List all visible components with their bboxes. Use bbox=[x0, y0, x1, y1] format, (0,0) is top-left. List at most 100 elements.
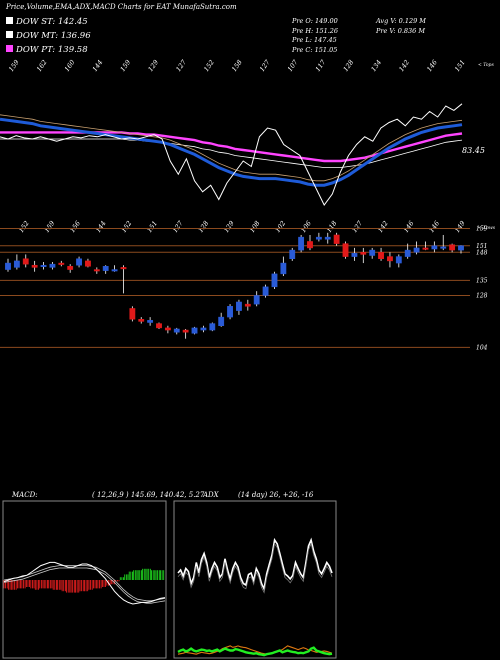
candle-body-37 bbox=[333, 234, 340, 244]
candle-body-9 bbox=[85, 260, 91, 267]
series-line-ema-fast-edge bbox=[0, 114, 463, 182]
candle-body-1 bbox=[13, 260, 20, 268]
ema-top-label-10: 107 bbox=[286, 58, 300, 73]
legend-swatch-pt bbox=[6, 45, 13, 52]
ema-top-label-3: 144 bbox=[91, 58, 105, 73]
price-top-label-7: 128 bbox=[197, 219, 211, 234]
series-line-di-plus bbox=[177, 646, 333, 657]
macd-body bbox=[3, 561, 166, 605]
price-top-label-3: 144 bbox=[94, 219, 108, 234]
series-line-ema-fast bbox=[0, 117, 463, 187]
candle-body-34 bbox=[307, 241, 313, 249]
y-tick-label-0: 159 bbox=[476, 225, 488, 232]
macd-title: MACD: bbox=[11, 491, 38, 499]
macd-frame bbox=[2, 500, 167, 659]
candle-body-39 bbox=[351, 253, 358, 257]
candle-body-30 bbox=[271, 273, 278, 288]
price-top-label-4: 152 bbox=[120, 219, 134, 234]
price-top-label-1: 159 bbox=[43, 219, 57, 234]
y-tick-label-2: 148 bbox=[476, 249, 488, 256]
candle-body-47 bbox=[422, 247, 429, 250]
candle-body-40 bbox=[360, 252, 367, 255]
ema-top-label-2: 160 bbox=[63, 58, 77, 73]
candle-body-10 bbox=[93, 269, 100, 272]
y-tick-label-5: 104 bbox=[476, 344, 488, 351]
ema-value-label: 83.45 bbox=[462, 146, 485, 155]
price-top-label-12: 118 bbox=[325, 219, 339, 234]
candle-body-42 bbox=[378, 252, 384, 259]
candle-body-11 bbox=[102, 266, 109, 271]
candle-body-12 bbox=[111, 269, 118, 272]
candle-body-28 bbox=[253, 295, 260, 305]
ema-top-label-0: 159 bbox=[7, 58, 21, 73]
price-top-label-17: 149 bbox=[453, 219, 467, 234]
candle-body-17 bbox=[156, 323, 162, 329]
ohlc-block: Pre O: 149.00 Pre H: 151.26 Pre L: 147.4… bbox=[291, 17, 426, 54]
candle-body-19 bbox=[173, 328, 180, 333]
price-top-label-9: 108 bbox=[248, 219, 262, 234]
ohlc-close: Pre C: 151.05 bbox=[291, 46, 337, 54]
ohlc-high: Pre H: 151.26 bbox=[291, 27, 338, 35]
price-top-label-6: 127 bbox=[171, 219, 185, 234]
candle-body-51 bbox=[458, 245, 464, 251]
price-top-label-13: 127 bbox=[350, 219, 364, 234]
lows-label: < Lows bbox=[478, 225, 496, 231]
y-tick-label-3: 135 bbox=[476, 277, 488, 284]
legend: DOW ST: 142.45 DOW MT: 136.96 DOW PT: 13… bbox=[6, 17, 91, 55]
candle-body-49 bbox=[440, 246, 447, 249]
candle-body-26 bbox=[236, 301, 242, 311]
price-top-label-10: 102 bbox=[274, 219, 288, 234]
candle-body-48 bbox=[431, 245, 438, 250]
ema-lines bbox=[0, 103, 463, 206]
series-line-adx bbox=[177, 537, 333, 592]
price-top-label-16: 146 bbox=[427, 219, 441, 234]
candle-body-3 bbox=[31, 264, 38, 268]
candle-body-23 bbox=[209, 323, 216, 331]
candle-body-43 bbox=[387, 256, 393, 262]
candle-body-5 bbox=[49, 263, 56, 268]
candle-body-16 bbox=[147, 320, 154, 323]
candle-body-7 bbox=[67, 266, 74, 270]
price-top-label-8: 129 bbox=[222, 219, 236, 234]
macd-params: ( 12,26,9 ) 145.69, 140.42, 5.27 bbox=[92, 491, 205, 499]
legend-label-pt: DOW PT: 139.58 bbox=[15, 45, 88, 55]
candle-body-18 bbox=[164, 327, 171, 331]
ema-top-label-8: 158 bbox=[230, 58, 244, 73]
series-line-price bbox=[0, 103, 463, 206]
candle-body-22 bbox=[200, 327, 207, 331]
candle-body-44 bbox=[395, 256, 402, 264]
avg-volume: Avg V: 0.129 M bbox=[375, 17, 426, 25]
legend-swatch-mt bbox=[6, 31, 13, 38]
ema-top-label-12: 128 bbox=[342, 58, 356, 73]
candle-body-4 bbox=[40, 264, 47, 267]
candle-body-29 bbox=[262, 286, 269, 296]
candle-body-35 bbox=[315, 236, 322, 240]
macd-panel: MACD: ( 12,26,9 ) 145.69, 140.42, 5.27 bbox=[2, 491, 205, 659]
ema-top-label-4: 159 bbox=[119, 58, 133, 73]
series-line-ema-mid bbox=[0, 138, 463, 169]
ema-top-label-16: 151 bbox=[453, 58, 467, 73]
candle-body-8 bbox=[76, 258, 82, 266]
price-top-label-5: 151 bbox=[145, 219, 159, 234]
candle-body-25 bbox=[227, 306, 233, 318]
adx-params: (14 day) 26, +26, -16 bbox=[238, 491, 314, 499]
ema-top-labels: 159 162 160 144 159 129 127 152 158 127 107 117 128 1… bbox=[7, 58, 467, 73]
y-tick-label-4: 128 bbox=[476, 292, 488, 299]
series-line-di-minus bbox=[177, 645, 333, 655]
series-line-macd-signal-2 bbox=[3, 567, 166, 604]
candle-body-32 bbox=[289, 249, 296, 259]
price-top-label-15: 146 bbox=[402, 219, 416, 234]
price-top-label-0: 152 bbox=[17, 219, 31, 234]
page-title: Price,Volume,EMA,ADX,MACD Charts for EAT… bbox=[5, 3, 237, 11]
ema-panel: < Tops 159 162 160 144 159 129 127 152 158 127 107… bbox=[0, 58, 494, 206]
price-top-labels: 152 159 156 144 152 151 127 128 129 108 102 106 118 1… bbox=[17, 219, 467, 234]
legend-swatch-st bbox=[6, 17, 13, 24]
ema-top-label-14: 142 bbox=[397, 58, 411, 73]
candle-body-36 bbox=[324, 236, 331, 240]
price-top-label-2: 156 bbox=[68, 219, 82, 234]
ohlc-open: Pre O: 149.00 bbox=[291, 17, 338, 25]
candle-body-24 bbox=[218, 316, 225, 326]
legend-label-mt: DOW MT: 136.96 bbox=[15, 31, 91, 41]
